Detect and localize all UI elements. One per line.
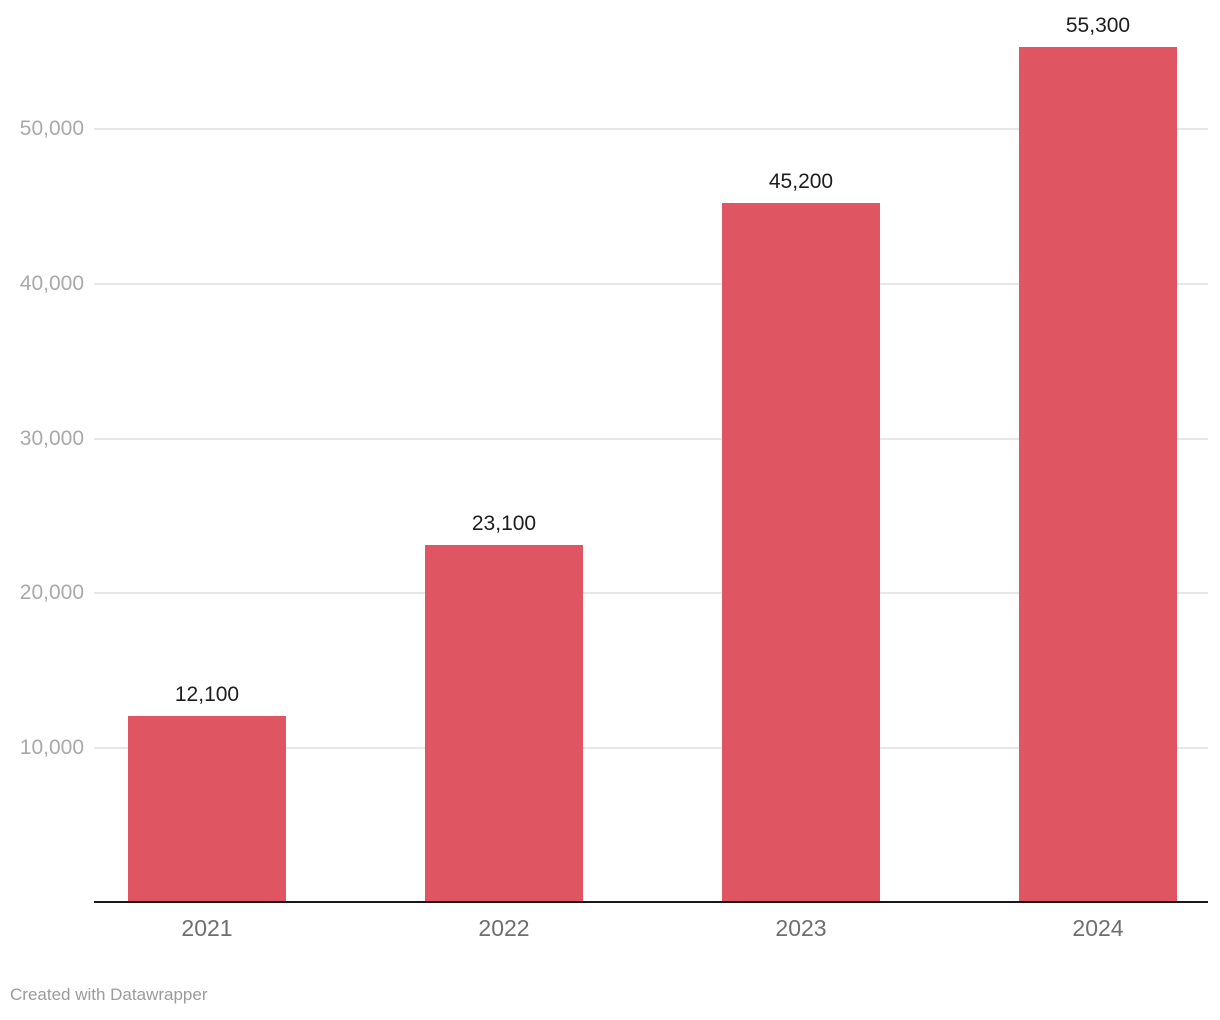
datawrapper-credit[interactable]: Created with Datawrapper — [10, 985, 208, 1004]
y-axis-tick-label: 20,000 — [19, 581, 84, 604]
y-axis-tick-label: 10,000 — [19, 736, 84, 759]
bar-value-label: 23,100 — [471, 512, 537, 535]
bar-value-label: 12,100 — [174, 683, 240, 706]
bar-2022 — [425, 545, 583, 903]
x-axis-line — [94, 901, 1208, 903]
gridline — [94, 747, 1208, 749]
x-axis-tick-label: 2022 — [478, 915, 530, 941]
bar-2023 — [722, 203, 880, 903]
x-axis-tick-label: 2021 — [181, 915, 233, 941]
bar-value-label: 45,200 — [768, 170, 834, 193]
bar-2021 — [128, 716, 286, 903]
x-axis-tick-label: 2024 — [1072, 915, 1124, 941]
gridline — [94, 592, 1208, 594]
gridline — [94, 438, 1208, 440]
bar-2024 — [1019, 47, 1177, 903]
bar-value-label: 55,300 — [1065, 14, 1131, 37]
x-axis-tick-label: 2023 — [775, 915, 827, 941]
gridline — [94, 283, 1208, 285]
y-axis-tick-label: 40,000 — [19, 272, 84, 295]
gridline — [94, 128, 1208, 130]
y-axis-tick-label: 30,000 — [19, 427, 84, 450]
y-axis-tick-label: 50,000 — [19, 117, 84, 140]
